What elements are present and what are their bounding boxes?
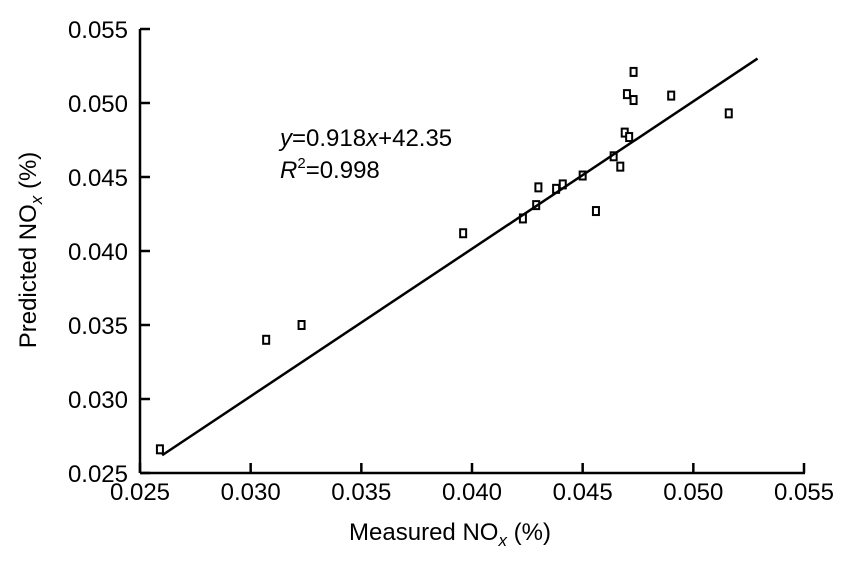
data-point <box>724 108 733 119</box>
r-squared-label: R2=0.998 <box>280 155 380 184</box>
y-tick-label: 0.050 <box>68 91 128 118</box>
data-point <box>155 444 164 455</box>
data-point <box>629 95 638 106</box>
regression-line <box>161 57 759 457</box>
y-tick-label: 0.055 <box>68 17 128 44</box>
y-axis-label: Predicted NOx (%) <box>15 152 46 349</box>
x-tick-label: 0.055 <box>774 479 834 506</box>
data-point <box>297 320 306 330</box>
data-point <box>622 89 631 100</box>
y-tick-label: 0.045 <box>68 165 128 192</box>
x-tick-label: 0.030 <box>221 479 281 506</box>
equation-label: y=0.918x+42.35 <box>278 125 452 152</box>
data-point <box>459 228 468 239</box>
x-tick-label: 0.035 <box>331 479 391 506</box>
data-point <box>616 161 625 172</box>
x-tick-label: 0.045 <box>553 479 613 506</box>
x-axis-label: Measured NOx (%) <box>349 519 551 550</box>
x-tick-label: 0.050 <box>663 479 723 506</box>
data-point <box>591 206 600 217</box>
y-tick-label: 0.040 <box>68 239 128 266</box>
data-point <box>667 90 676 101</box>
data-point <box>629 66 638 77</box>
y-tick-label: 0.030 <box>68 387 128 414</box>
y-tick-label: 0.035 <box>68 313 128 340</box>
data-point <box>625 132 634 143</box>
data-point <box>262 334 271 345</box>
y-tick-label: 0.025 <box>68 461 128 488</box>
x-tick-label: 0.040 <box>442 479 502 506</box>
x-tick-label: 0.025 <box>110 479 170 506</box>
data-point <box>534 182 543 193</box>
